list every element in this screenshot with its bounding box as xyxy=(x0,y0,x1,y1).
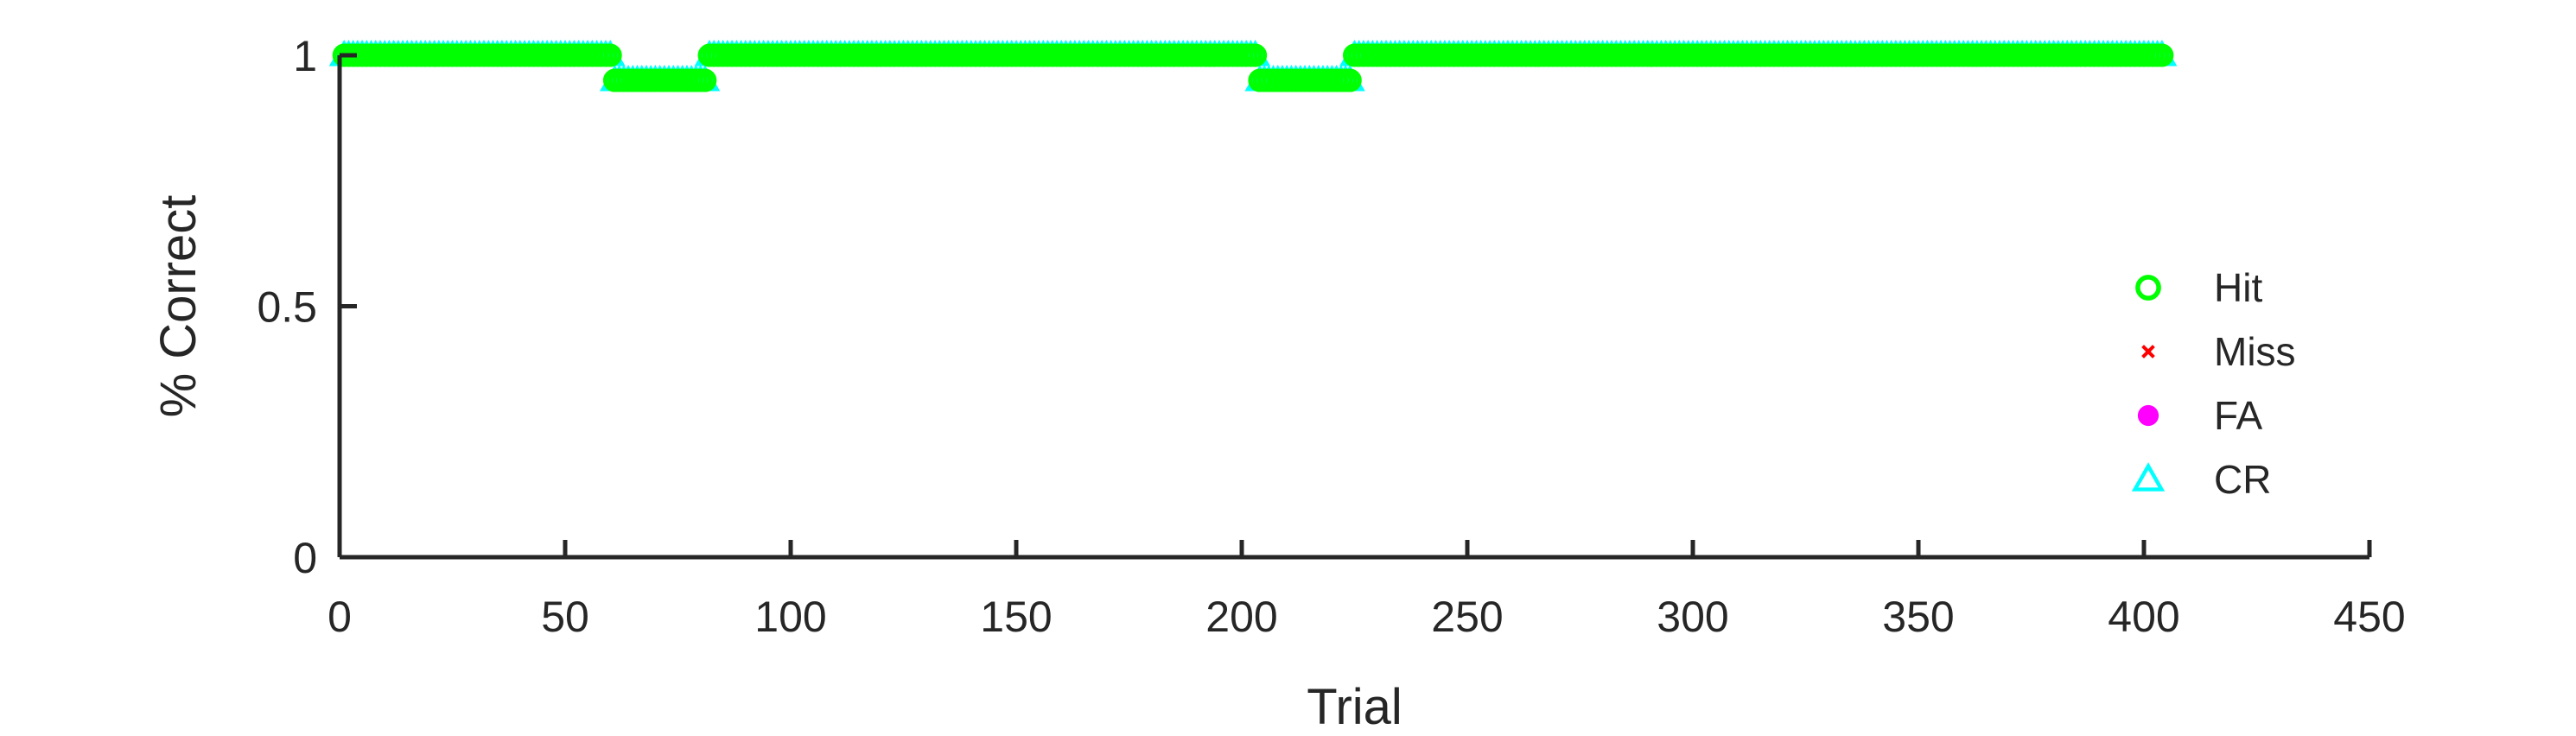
y-tick-label: 1 xyxy=(293,32,317,80)
y-axis-title: % Correct xyxy=(150,195,207,418)
data-markers-layer xyxy=(328,39,2178,92)
x-axis-title: Trial xyxy=(1307,679,1402,732)
x-tick-label: 350 xyxy=(1882,593,1954,641)
hit-point xyxy=(1243,43,1268,67)
legend-label-fa: FA xyxy=(2214,393,2263,438)
legend: Hit Miss FA CR xyxy=(2131,265,2296,502)
axes-layer xyxy=(337,55,2369,560)
hit-point xyxy=(598,43,622,67)
y-tick-label: 0.5 xyxy=(257,283,317,332)
x-tick-label: 100 xyxy=(754,593,826,641)
y-tick-label: 0 xyxy=(293,534,317,582)
x-tick-label: 150 xyxy=(980,593,1052,641)
hit-point xyxy=(2150,43,2174,67)
x-tick-label: 250 xyxy=(1431,593,1503,641)
legend-marker-fa xyxy=(2137,404,2159,427)
x-tick-label: 300 xyxy=(1657,593,1728,641)
hit-point xyxy=(1338,68,1362,92)
x-tick-label: 400 xyxy=(2108,593,2179,641)
x-tick-label: 0 xyxy=(328,593,352,641)
y-axis-ticks: 00.51 xyxy=(257,32,357,582)
legend-label-hit: Hit xyxy=(2214,265,2262,310)
x-tick-label: 200 xyxy=(1205,593,1277,641)
hit-point xyxy=(693,68,717,92)
series-hit xyxy=(332,43,2174,92)
legend-marker-miss xyxy=(2141,345,2155,358)
x-tick-label: 450 xyxy=(2333,593,2405,641)
x-tick-label: 50 xyxy=(541,593,589,641)
legend-label-cr: CR xyxy=(2214,457,2271,502)
legend-marker-cr xyxy=(2131,462,2166,492)
x-axis-ticks: 0 50 100 150 200 250 300 350 400 450 xyxy=(328,540,2406,641)
legend-marker-hit xyxy=(2135,275,2161,301)
legend-label-miss: Miss xyxy=(2214,329,2296,374)
